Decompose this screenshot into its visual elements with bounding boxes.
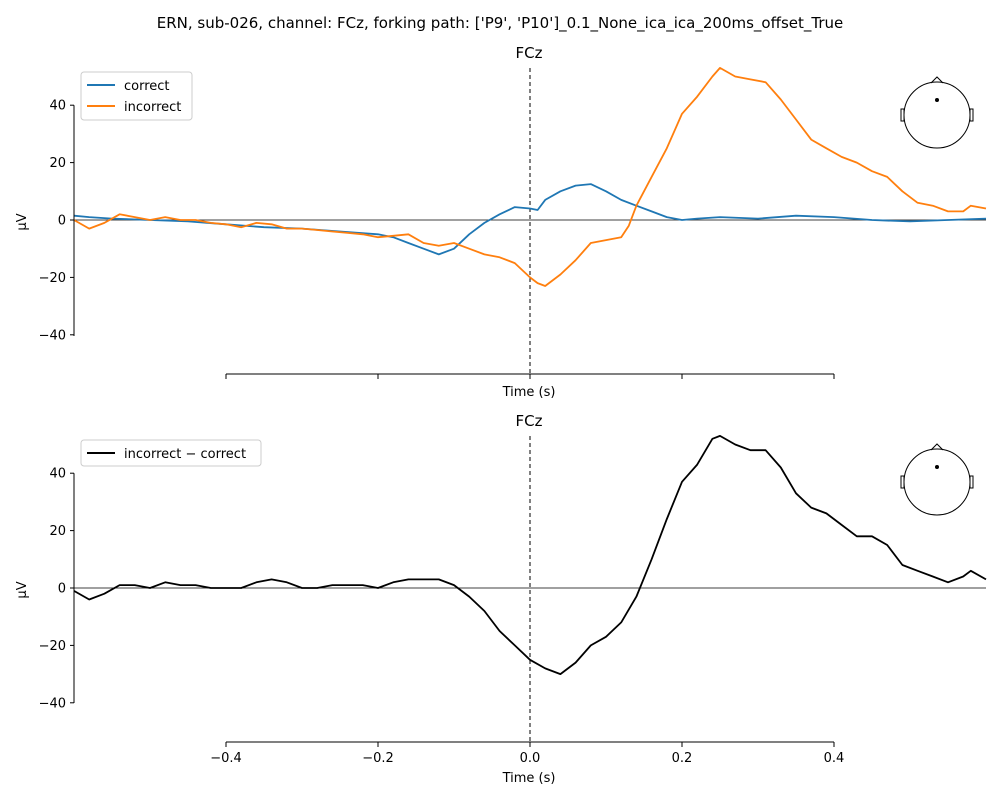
x-tick-label: 0.0	[520, 751, 541, 766]
electrode-marker	[935, 465, 939, 469]
y-tick-label: −20	[39, 271, 66, 286]
legend-frame	[80, 439, 262, 467]
y-tick-label: −40	[39, 696, 66, 711]
y-tick-label: 40	[49, 99, 66, 114]
head-ear-left	[900, 108, 905, 122]
y-tick-label: −20	[39, 639, 66, 654]
x-tick-label: −0.2	[362, 751, 394, 766]
head-ear-left	[900, 475, 905, 489]
electrode-marker	[935, 98, 939, 102]
head-inset	[900, 76, 974, 149]
legend-label-incorrect: incorrect	[124, 100, 181, 115]
legend-label-difference: incorrect − correct	[124, 447, 246, 462]
series-line-incorrect	[73, 67, 987, 287]
head-ear-right	[969, 475, 974, 489]
legend: correct incorrect	[80, 71, 193, 121]
head-ear-right	[969, 108, 974, 122]
y-tick-label: 20	[49, 156, 66, 171]
y-tick-label: 20	[49, 524, 66, 539]
head-nose	[930, 443, 944, 451]
x-tick-label: 0.2	[672, 751, 693, 766]
y-axis-label: µV	[15, 581, 30, 598]
y-tick-label: −40	[39, 328, 66, 343]
x-axis-label: Time (s)	[502, 771, 556, 786]
y-tick-label: 40	[49, 467, 66, 482]
legend: incorrect − correct	[80, 439, 262, 467]
y-tick-label: 0	[58, 214, 66, 229]
panel-top: FCz −40 −20 0 20 40 µV Time (s) correct inco…	[15, 44, 987, 400]
head-outline	[903, 448, 971, 516]
head-inset	[900, 443, 974, 516]
figure-suptitle: ERN, sub-026, channel: FCz, forking path…	[157, 14, 843, 33]
series-line-incorrect-correct	[73, 435, 987, 675]
x-axis-label: Time (s)	[502, 385, 556, 400]
y-axis-label: µV	[15, 213, 30, 230]
x-tick-label: −0.4	[210, 751, 242, 766]
head-outline	[903, 81, 971, 149]
panel-title: FCz	[516, 44, 543, 62]
legend-label-correct: correct	[124, 79, 170, 94]
panel-title: FCz	[516, 412, 543, 430]
x-tick-label: 0.4	[824, 751, 845, 766]
panel-bottom: FCz −40 −20 0 20 40 −0.4 −0.2 0.0 0.2 0.4 µV Time…	[15, 412, 987, 786]
head-nose	[930, 76, 944, 84]
y-tick-label: 0	[58, 582, 66, 597]
